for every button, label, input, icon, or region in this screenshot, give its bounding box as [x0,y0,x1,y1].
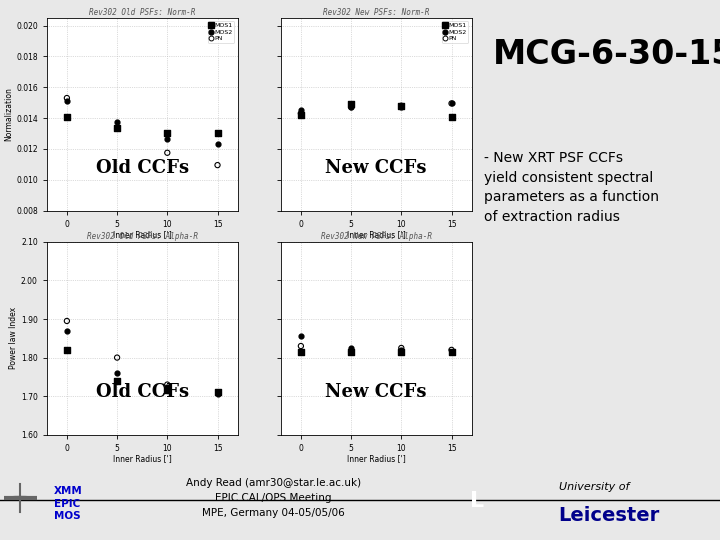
Title: Rev302 New PSFs: Alpha-R: Rev302 New PSFs: Alpha-R [320,232,432,241]
Point [161,134,173,143]
Point [446,112,457,121]
Point [346,347,357,356]
Point [395,347,407,356]
Text: MCG-6-30-15: MCG-6-30-15 [493,38,720,71]
X-axis label: Inner Radius [']: Inner Radius ['] [347,230,405,239]
Text: Leicester: Leicester [558,506,659,525]
Point [112,124,123,132]
Point [295,342,307,350]
Point [112,118,123,126]
Point [61,97,73,105]
Title: Rev302 Old PSFs: Norm-R: Rev302 Old PSFs: Norm-R [89,8,195,17]
Text: New CCFs: New CCFs [325,383,427,401]
Point [446,347,457,356]
Point [346,103,357,112]
Point [346,347,357,356]
Title: Rev302 Old PSFs: Alpha-R: Rev302 Old PSFs: Alpha-R [86,232,198,241]
Point [161,380,173,389]
Point [212,390,223,399]
Point [346,103,357,112]
Point [212,161,223,170]
Point [161,129,173,138]
Y-axis label: Power law Index: Power law Index [9,307,18,369]
Point [295,109,307,118]
Point [61,316,73,325]
Text: Old CCFs: Old CCFs [96,383,189,401]
Point [346,100,357,109]
Point [61,94,73,103]
Text: EPIC: EPIC [54,498,80,509]
Point [61,113,73,122]
Text: - New XRT PSF CCFs
yield consistent spectral
parameters as a function
of extract: - New XRT PSF CCFs yield consistent spec… [484,151,659,224]
Text: L: L [470,491,484,511]
X-axis label: Inner Radius [']: Inner Radius ['] [113,230,171,239]
Point [295,111,307,119]
Point [212,140,223,149]
Text: New CCFs: New CCFs [325,159,427,177]
Legend: MOS1, MOS2, PN: MOS1, MOS2, PN [442,21,469,43]
Point [395,102,407,110]
Point [161,382,173,391]
Text: MOS: MOS [54,511,81,521]
Point [212,129,223,138]
Point [61,326,73,335]
Point [395,343,407,352]
Point [346,343,357,352]
Text: Andy Read (amr30@star.le.ac.uk)
EPIC CAL/OPS Meeting
MPE, Germany 04-05/05/06: Andy Read (amr30@star.le.ac.uk) EPIC CAL… [186,478,361,518]
Point [112,353,123,362]
Legend: MOS1, MOS2, PN: MOS1, MOS2, PN [208,21,235,43]
X-axis label: Inner Radius [']: Inner Radius ['] [113,454,171,463]
Point [446,99,457,108]
Point [295,105,307,114]
Point [295,347,307,356]
Point [295,332,307,341]
Point [161,148,173,157]
Y-axis label: Normalization: Normalization [4,87,13,141]
Text: Old CCFs: Old CCFs [96,159,189,177]
Circle shape [7,496,33,500]
Title: Rev302 New PSFs: Norm-R: Rev302 New PSFs: Norm-R [323,8,429,17]
Point [395,103,407,112]
X-axis label: Inner Radius [']: Inner Radius ['] [347,454,405,463]
Point [161,386,173,395]
Point [446,347,457,356]
Point [112,369,123,377]
Point [212,388,223,396]
Point [446,98,457,107]
Point [112,376,123,385]
Point [61,346,73,354]
Point [395,102,407,110]
Text: University of: University of [559,482,629,492]
Point [395,346,407,354]
Point [446,346,457,354]
Point [112,125,123,133]
Text: XMM: XMM [54,487,83,496]
